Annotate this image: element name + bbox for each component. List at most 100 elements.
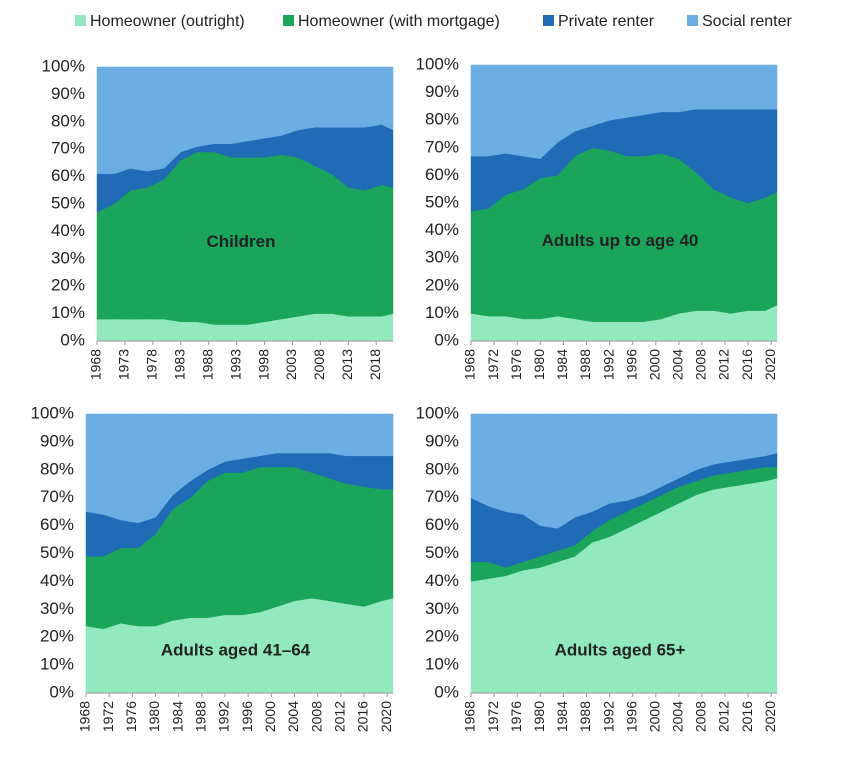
x-tick-label: 2018 <box>367 349 383 380</box>
x-tick-label: 2016 <box>739 701 755 732</box>
y-tick-label: 80% <box>425 110 459 129</box>
x-tick-label: 2008 <box>308 701 324 732</box>
y-tick-label: 80% <box>40 459 74 478</box>
y-tick-label: 10% <box>425 303 459 322</box>
y-tick-label: 60% <box>425 515 459 534</box>
x-tick-label: 1973 <box>116 349 132 380</box>
x-tick-label: 1968 <box>462 701 478 732</box>
x-tick-label: 1992 <box>600 349 616 380</box>
x-tick-label: 2012 <box>716 349 732 380</box>
x-tick-label: 1984 <box>554 701 570 732</box>
legend-swatch <box>75 15 86 26</box>
x-tick-label: 1980 <box>531 701 547 732</box>
y-tick-label: 100% <box>416 54 459 73</box>
y-tick-label: 90% <box>40 431 74 450</box>
x-tick-label: 1996 <box>623 349 639 380</box>
x-tick-label: 2013 <box>339 349 355 380</box>
y-tick-label: 90% <box>425 431 459 450</box>
legend-label: Private renter <box>558 13 655 30</box>
x-tick-label: 1988 <box>193 701 209 732</box>
y-tick-label: 10% <box>425 655 459 674</box>
y-tick-label: 70% <box>425 137 459 156</box>
legend-label: Homeowner (with mortgage) <box>298 13 500 30</box>
y-tick-label: 100% <box>42 56 85 75</box>
y-tick-label: 30% <box>51 248 85 267</box>
x-tick-label: 1988 <box>577 349 593 380</box>
y-tick-label: 20% <box>40 627 74 646</box>
y-tick-label: 40% <box>425 220 459 239</box>
x-tick-label: 1980 <box>531 349 547 380</box>
x-tick-label: 1992 <box>216 701 232 732</box>
y-tick-label: 10% <box>40 655 74 674</box>
legend-label: Social renter <box>702 13 792 30</box>
y-tick-label: 40% <box>51 221 85 240</box>
x-tick-label: 1968 <box>462 349 478 380</box>
legend-swatch <box>687 15 698 26</box>
y-tick-label: 90% <box>51 84 85 103</box>
y-tick-label: 0% <box>434 330 459 349</box>
x-tick-label: 1998 <box>255 349 271 380</box>
y-tick-label: 80% <box>51 111 85 130</box>
x-tick-label: 2008 <box>693 701 709 732</box>
y-tick-label: 60% <box>51 166 85 185</box>
x-tick-label: 1988 <box>199 349 215 380</box>
x-tick-label: 2016 <box>355 701 371 732</box>
x-tick-label: 1978 <box>144 349 160 380</box>
y-tick-label: 20% <box>425 275 459 294</box>
x-tick-label: 2020 <box>762 349 778 380</box>
y-tick-label: 0% <box>49 682 74 701</box>
y-tick-label: 80% <box>425 459 459 478</box>
x-tick-label: 2008 <box>311 349 327 380</box>
y-tick-label: 40% <box>40 571 74 590</box>
y-tick-label: 70% <box>40 487 74 506</box>
x-tick-label: 1976 <box>508 701 524 732</box>
y-tick-label: 40% <box>425 571 459 590</box>
area <box>85 413 394 524</box>
y-tick-label: 30% <box>425 248 459 267</box>
legend-label: Homeowner (outright) <box>90 13 245 30</box>
y-tick-label: 30% <box>425 599 459 618</box>
x-tick-label: 2000 <box>646 701 662 732</box>
x-tick-label: 2004 <box>285 701 301 732</box>
panel-title: Adults aged 41–64 <box>161 641 311 660</box>
x-tick-label: 1984 <box>169 701 185 732</box>
legend-swatch <box>543 15 554 26</box>
x-tick-label: 2004 <box>670 349 686 380</box>
y-tick-label: 70% <box>425 487 459 506</box>
legend-swatch <box>283 15 294 26</box>
panel-title: Adults up to age 40 <box>542 231 699 250</box>
x-tick-label: 2020 <box>378 701 394 732</box>
y-tick-label: 0% <box>60 330 85 349</box>
x-tick-label: 2012 <box>332 701 348 732</box>
y-tick-label: 10% <box>51 303 85 322</box>
x-tick-label: 1992 <box>600 701 616 732</box>
x-tick-label: 1972 <box>485 701 501 732</box>
x-tick-label: 1996 <box>623 701 639 732</box>
x-tick-label: 1968 <box>77 701 93 732</box>
area <box>470 64 778 160</box>
x-tick-label: 1976 <box>508 349 524 380</box>
x-tick-label: 1984 <box>554 349 570 380</box>
y-tick-label: 20% <box>51 276 85 295</box>
x-tick-label: 2012 <box>716 701 732 732</box>
y-tick-label: 50% <box>425 543 459 562</box>
x-tick-label: 1968 <box>88 349 104 380</box>
y-tick-label: 50% <box>51 193 85 212</box>
x-tick-label: 2000 <box>646 349 662 380</box>
x-tick-label: 2008 <box>693 349 709 380</box>
y-tick-label: 0% <box>434 682 459 701</box>
y-tick-label: 50% <box>425 192 459 211</box>
x-tick-label: 1988 <box>577 701 593 732</box>
x-tick-label: 1983 <box>171 349 187 380</box>
y-tick-label: 100% <box>31 403 74 422</box>
x-tick-label: 1980 <box>146 701 162 732</box>
area <box>96 66 394 175</box>
y-tick-label: 60% <box>40 515 74 534</box>
x-tick-label: 2000 <box>262 701 278 732</box>
y-tick-label: 60% <box>425 165 459 184</box>
x-tick-label: 2020 <box>762 701 778 732</box>
area <box>470 413 778 529</box>
x-tick-label: 1996 <box>239 701 255 732</box>
panel-title: Children <box>207 232 276 251</box>
